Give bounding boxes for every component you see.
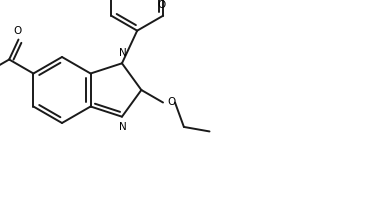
Text: N: N [119,122,127,132]
Text: O: O [167,96,175,107]
Text: O: O [13,26,21,36]
Text: O: O [158,0,166,10]
Text: N: N [119,48,127,58]
